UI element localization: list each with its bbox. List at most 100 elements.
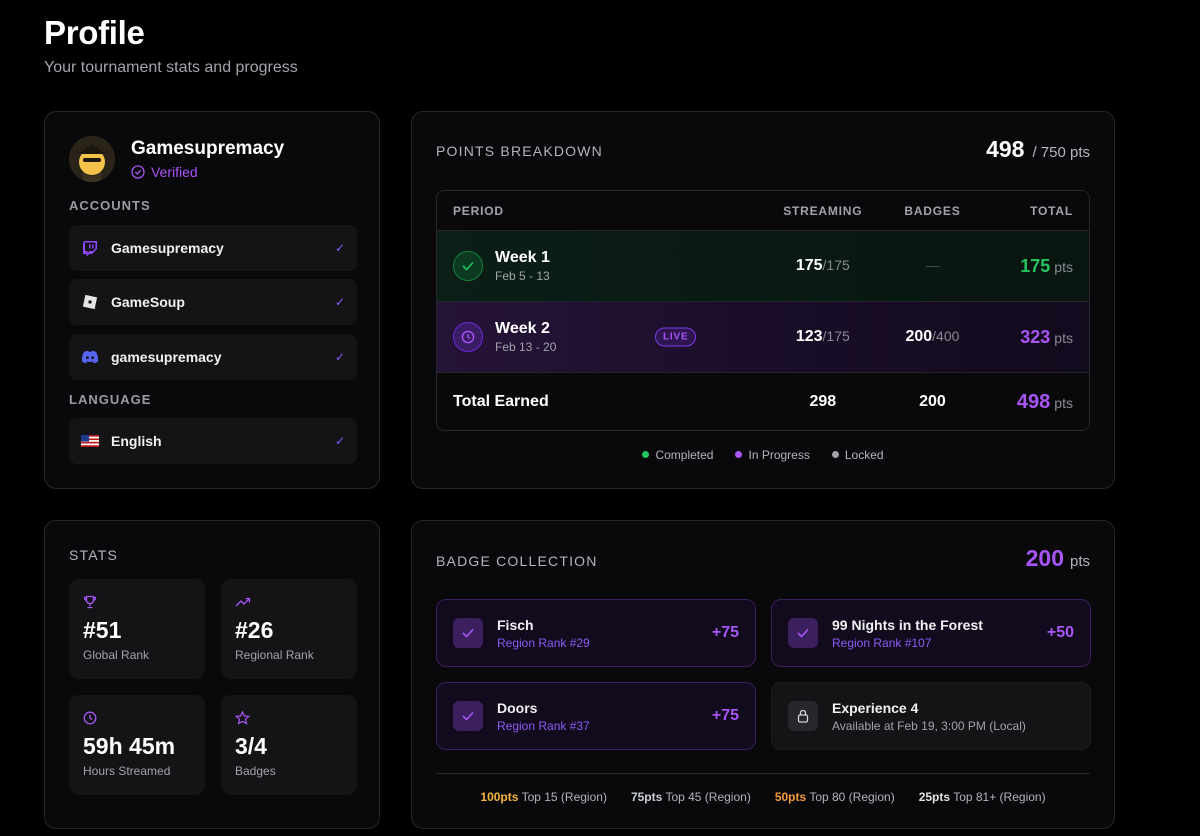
stat-value: #26: [235, 617, 274, 643]
week-dates: Feb 13 - 20: [495, 340, 557, 354]
badge-rank: Region Rank #29: [497, 635, 590, 650]
badge-points-total: 200 pts: [1026, 545, 1090, 572]
badge-collection-title: BADGE COLLECTION: [436, 553, 598, 569]
total-earned-label: Total Earned: [453, 393, 549, 410]
clock-icon: [453, 322, 483, 352]
table-header: PERIOD STREAMING BADGES TOTAL: [437, 191, 1089, 231]
tier-legend: 100pts Top 15 (Region) 75pts Top 45 (Reg…: [436, 773, 1090, 804]
avatar-image: [69, 136, 115, 182]
grand-total-unit: pts: [1054, 394, 1073, 411]
check-icon: [453, 701, 483, 731]
table-row-total: Total Earned 298 200 498 pts: [437, 373, 1089, 430]
col-streaming: STREAMING: [783, 203, 863, 218]
badge-name: Experience 4: [832, 699, 919, 716]
streaming-value: 123: [795, 328, 823, 345]
tier-item: 50pts Top 80 (Region): [774, 790, 895, 804]
streaming-max: /175: [822, 257, 850, 273]
badge-doors[interactable]: Doors Region Rank #37 +75: [436, 682, 756, 750]
total-streaming: 298: [809, 393, 837, 410]
tier-item: 75pts Top 45 (Region): [630, 790, 751, 804]
badges-empty: —: [925, 257, 940, 273]
week-dates: Feb 5 - 13: [495, 269, 550, 283]
table-row-week-1[interactable]: Week 1 Feb 5 - 13 175/175 — 175 pts: [437, 231, 1089, 302]
col-badges: BADGES: [904, 203, 961, 218]
stat-label: Global Rank: [83, 648, 150, 662]
purple-dot-icon: [735, 451, 743, 458]
badge-availability: Available at Feb 19, 3:00 PM (Local): [832, 718, 1026, 733]
tier-item: 25pts Top 81+ (Region): [918, 790, 1046, 804]
verified-label: Verified: [151, 164, 198, 180]
language-selector[interactable]: English ✓: [69, 418, 357, 464]
stats-title: STATS: [69, 547, 119, 563]
week-name: Week 2: [495, 320, 550, 337]
badge-rank: Region Rank #107: [832, 635, 932, 650]
stat-global-rank: #51 Global Rank: [69, 579, 205, 679]
stat-label: Regional Rank: [235, 648, 314, 662]
stat-regional-rank: #26 Regional Rank: [221, 579, 357, 679]
profile-card: Gamesupremacy Verified ACCOUNTS Gamesupr…: [44, 111, 380, 489]
roblox-icon: [81, 293, 99, 311]
stat-label: Hours Streamed: [83, 764, 171, 778]
page-subtitle: Your tournament stats and progress: [44, 59, 298, 76]
points-table: PERIOD STREAMING BADGES TOTAL Week 1 Feb…: [436, 190, 1090, 431]
col-period: PERIOD: [453, 203, 504, 218]
points-total: 498 / 750 pts: [986, 136, 1090, 163]
badges-max: /400: [932, 328, 960, 344]
badge-fisch[interactable]: Fisch Region Rank #29 +75: [436, 599, 756, 667]
points-breakdown-title: POINTS BREAKDOWN: [436, 143, 603, 159]
legend-item-locked: Locked: [831, 448, 884, 462]
week-total-unit: pts: [1054, 258, 1073, 275]
green-dot-icon: [642, 451, 650, 458]
stat-value: 3/4: [235, 733, 267, 759]
check-icon: ✓: [334, 295, 345, 309]
col-total: TOTAL: [1030, 203, 1073, 218]
streaming-value: 175: [795, 257, 823, 274]
grand-total: 498: [1016, 390, 1051, 413]
clock-icon: [83, 711, 191, 727]
badge-points: +50: [1046, 624, 1074, 641]
trending-up-icon: [235, 595, 343, 611]
accounts-label: ACCOUNTS: [69, 198, 151, 213]
stats-card: STATS #51 Global Rank #26 Regional Rank …: [44, 520, 380, 829]
badge-points-value: 200: [1025, 545, 1064, 571]
badge-99-nights[interactable]: 99 Nights in the Forest Region Rank #107…: [771, 599, 1091, 667]
username: Gamesupremacy: [131, 138, 285, 159]
discord-icon: [81, 348, 99, 366]
stat-label: Badges: [235, 764, 276, 778]
live-badge: LIVE: [655, 327, 697, 347]
language-name: English: [111, 433, 162, 449]
language-label: LANGUAGE: [69, 392, 152, 407]
lock-icon: [788, 701, 818, 731]
account-row-roblox[interactable]: GameSoup ✓: [69, 279, 357, 325]
us-flag-icon: [81, 432, 99, 450]
check-icon: [453, 618, 483, 648]
table-row-week-2[interactable]: Week 2 Feb 13 - 20 LIVE 123/175 200/400 …: [437, 302, 1089, 373]
account-name: gamesupremacy: [111, 349, 222, 365]
week-total: 175: [1020, 255, 1051, 276]
streaming-max: /175: [822, 328, 850, 344]
badge-name: 99 Nights in the Forest: [832, 616, 983, 633]
trophy-icon: [83, 595, 191, 611]
badge-points: +75: [711, 624, 739, 641]
star-icon: [234, 710, 343, 727]
legend-item-in-progress: In Progress: [735, 448, 810, 462]
badges-value: 200: [905, 328, 933, 345]
account-row-twitch[interactable]: Gamesupremacy ✓: [69, 225, 357, 271]
badge-experience-4[interactable]: Experience 4 Available at Feb 19, 3:00 P…: [771, 682, 1091, 750]
badge-name: Doors: [497, 699, 538, 716]
avatar[interactable]: [69, 136, 115, 182]
points-breakdown-card: POINTS BREAKDOWN 498 / 750 pts PERIOD ST…: [411, 111, 1115, 489]
stat-hours-streamed: 59h 45m Hours Streamed: [69, 695, 205, 795]
page-title: Profile: [44, 14, 145, 51]
stat-badges: 3/4 Badges: [221, 695, 357, 795]
check-icon: [788, 618, 818, 648]
account-name: GameSoup: [111, 294, 185, 310]
check-circle-icon: [453, 251, 483, 281]
verified-icon: [131, 165, 145, 179]
stat-value: 59h 45m: [83, 733, 176, 759]
badge-points-unit: pts: [1069, 553, 1090, 570]
stat-value: #51: [83, 617, 122, 643]
account-row-discord[interactable]: gamesupremacy ✓: [69, 334, 357, 380]
points-total-value: 498: [986, 136, 1025, 162]
badge-points: +75: [711, 707, 739, 724]
